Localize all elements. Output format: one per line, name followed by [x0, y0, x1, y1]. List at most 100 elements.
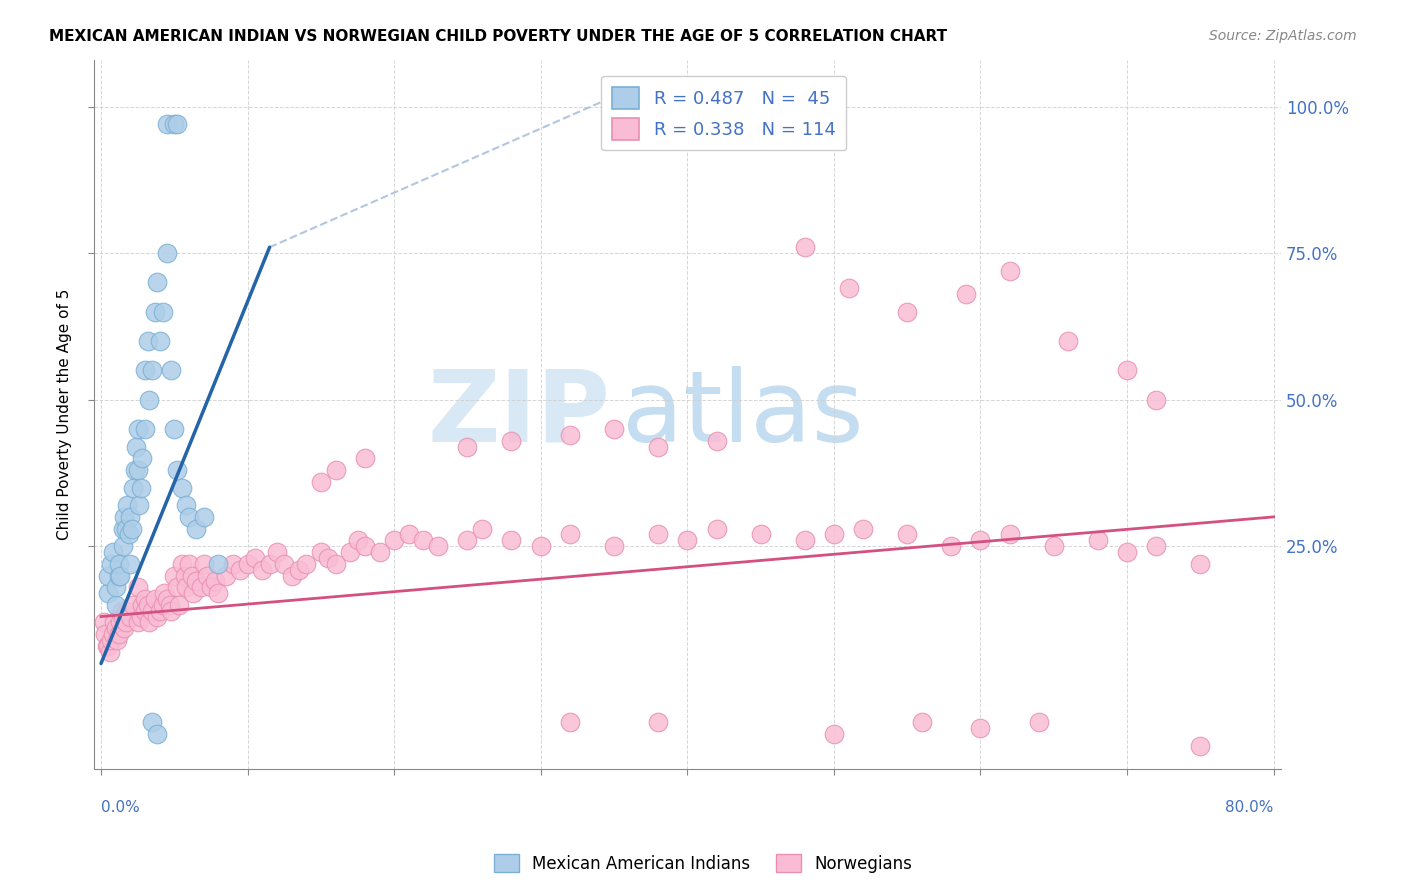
Point	[159, 598, 181, 612]
Point	[793, 533, 815, 548]
Point	[180, 568, 202, 582]
Point	[368, 545, 391, 559]
Point	[120, 557, 142, 571]
Point	[177, 557, 200, 571]
Point	[941, 539, 963, 553]
Point	[160, 363, 183, 377]
Point	[339, 545, 361, 559]
Point	[501, 533, 523, 548]
Point	[117, 604, 139, 618]
Point	[114, 509, 136, 524]
Point	[193, 557, 215, 571]
Point	[647, 715, 669, 730]
Point	[823, 527, 845, 541]
Point	[97, 639, 120, 653]
Point	[190, 580, 212, 594]
Point	[456, 533, 478, 548]
Point	[122, 598, 145, 612]
Point	[603, 539, 626, 553]
Point	[295, 557, 318, 571]
Point	[118, 527, 141, 541]
Point	[1144, 392, 1167, 407]
Point	[195, 568, 218, 582]
Point	[121, 522, 143, 536]
Legend: Mexican American Indians, Norwegians: Mexican American Indians, Norwegians	[488, 847, 918, 880]
Point	[823, 727, 845, 741]
Point	[141, 363, 163, 377]
Point	[1087, 533, 1109, 548]
Point	[166, 580, 188, 594]
Point	[174, 580, 197, 594]
Point	[103, 615, 125, 630]
Point	[145, 276, 167, 290]
Point	[166, 463, 188, 477]
Point	[129, 481, 152, 495]
Point	[152, 304, 174, 318]
Point	[998, 263, 1021, 277]
Point	[115, 522, 138, 536]
Point	[97, 568, 120, 582]
Point	[136, 598, 159, 612]
Point	[141, 715, 163, 730]
Point	[1057, 334, 1080, 348]
Point	[204, 574, 226, 589]
Point	[131, 598, 153, 612]
Point	[530, 539, 553, 553]
Y-axis label: Child Poverty Under the Age of 5: Child Poverty Under the Age of 5	[58, 289, 72, 540]
Point	[138, 392, 160, 407]
Point	[111, 522, 134, 536]
Point	[170, 557, 193, 571]
Point	[200, 580, 222, 594]
Point	[105, 633, 128, 648]
Point	[127, 422, 149, 436]
Point	[101, 627, 124, 641]
Point	[280, 568, 302, 582]
Point	[558, 427, 581, 442]
Point	[145, 727, 167, 741]
Point	[108, 568, 131, 582]
Point	[309, 545, 332, 559]
Point	[259, 557, 281, 571]
Point	[101, 545, 124, 559]
Point	[706, 522, 728, 536]
Point	[136, 334, 159, 348]
Point	[896, 304, 918, 318]
Point	[128, 498, 150, 512]
Point	[156, 117, 179, 131]
Point	[107, 627, 129, 641]
Point	[1116, 545, 1139, 559]
Point	[1189, 739, 1212, 753]
Point	[676, 533, 699, 548]
Point	[325, 463, 347, 477]
Point	[346, 533, 368, 548]
Point	[229, 563, 252, 577]
Point	[1116, 363, 1139, 377]
Point	[603, 422, 626, 436]
Point	[117, 498, 139, 512]
Point	[896, 527, 918, 541]
Point	[104, 598, 127, 612]
Point	[100, 557, 122, 571]
Point	[153, 586, 176, 600]
Point	[1028, 715, 1050, 730]
Point	[134, 592, 156, 607]
Point	[1144, 539, 1167, 553]
Point	[156, 592, 179, 607]
Point	[316, 550, 339, 565]
Point	[1189, 557, 1212, 571]
Point	[309, 475, 332, 489]
Point	[706, 434, 728, 448]
Text: Source: ZipAtlas.com: Source: ZipAtlas.com	[1209, 29, 1357, 43]
Point	[273, 557, 295, 571]
Point	[104, 580, 127, 594]
Point	[471, 522, 494, 536]
Point	[1042, 539, 1064, 553]
Point	[127, 615, 149, 630]
Point	[97, 586, 120, 600]
Point	[149, 334, 172, 348]
Point	[160, 604, 183, 618]
Point	[115, 615, 138, 630]
Point	[134, 422, 156, 436]
Point	[501, 434, 523, 448]
Point	[955, 287, 977, 301]
